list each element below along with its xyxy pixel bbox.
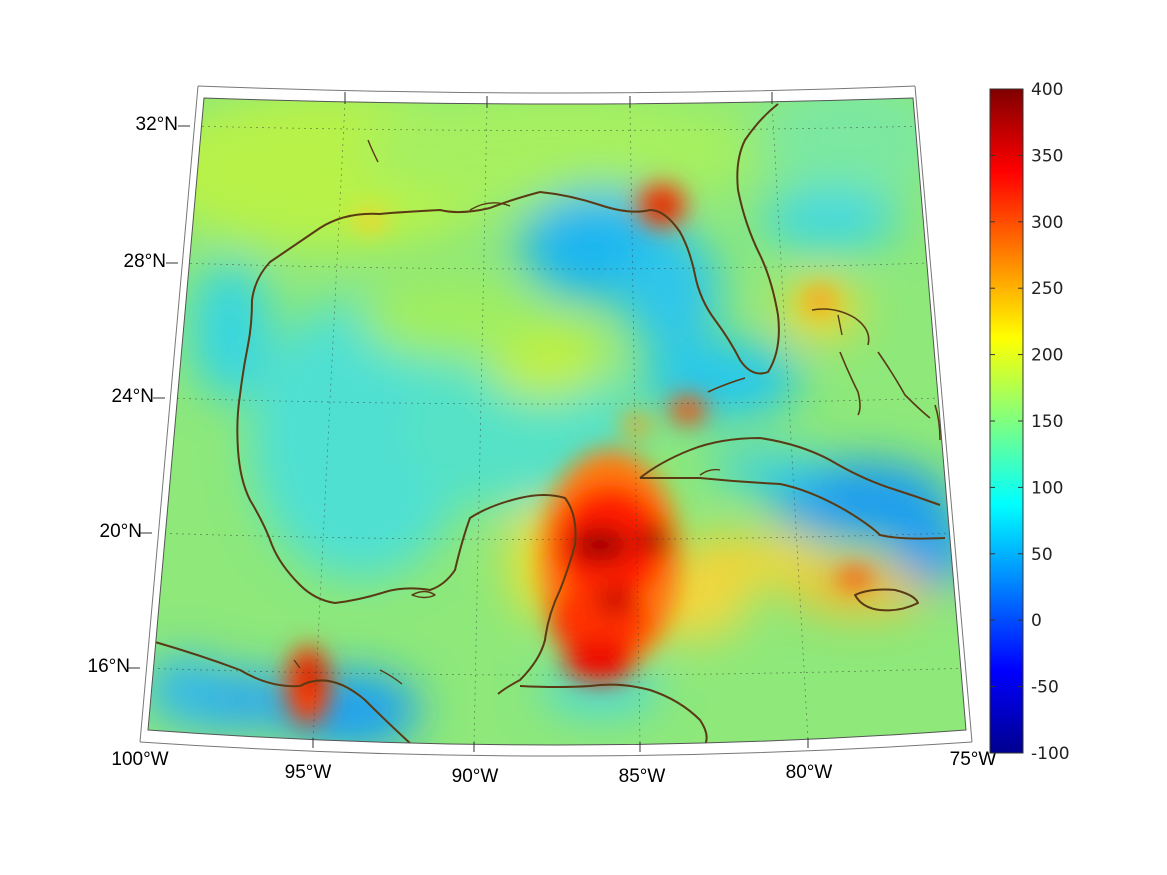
coastlines	[154, 103, 946, 745]
colorbar-tick-label: 400	[1031, 80, 1063, 100]
colorbar-tick-label: -50	[1031, 678, 1059, 698]
lat-label-24: 24°N	[112, 386, 154, 407]
lon-label-95w: 95°W	[285, 762, 332, 783]
colorbar: 400 350 300 250 200 150 100 50 0 -50 -100	[989, 80, 1070, 764]
colorbar-tick-label: 250	[1031, 279, 1063, 299]
lat-label-32: 32°N	[136, 114, 178, 135]
colorbar-tick-label: 150	[1031, 412, 1063, 432]
colorbar-tick-label: 50	[1031, 545, 1053, 565]
lon-label-85w: 85°W	[619, 766, 666, 787]
lon-label-80w: 80°W	[786, 762, 833, 783]
lon-label-75w: 75°W	[950, 749, 997, 770]
map-frame	[147, 97, 967, 746]
colorbar-tick-label: 300	[1031, 213, 1063, 233]
colorbar-tick-label: 100	[1031, 478, 1063, 498]
frame-bottom-edge	[139, 741, 973, 757]
lon-label-90w: 90°W	[452, 766, 499, 787]
lat-label-20: 20°N	[100, 521, 142, 542]
frame-right-edge	[914, 85, 973, 743]
colorbar-tick-label: -100	[1031, 744, 1070, 764]
graticule	[148, 101, 966, 745]
lat-label-28: 28°N	[124, 251, 166, 272]
lon-label-100w: 100°W	[111, 749, 168, 770]
colorbar-tick-label: 350	[1031, 146, 1063, 166]
longitude-axis: 100°W 95°W 90°W 85°W 80°W 75°W	[111, 92, 996, 787]
frame-top-edge	[197, 85, 916, 94]
colorbar-tick-label: 200	[1031, 346, 1063, 366]
latitude-axis: 32°N 28°N 24°N 20°N 16°N	[88, 114, 190, 677]
colorbar-tick-label: 0	[1031, 611, 1042, 631]
frame-left-edge	[139, 85, 199, 743]
lat-label-16: 16°N	[88, 656, 130, 677]
map-panel: 32°N 28°N 24°N 20°N 16°N 100°W 95°W 90°W…	[88, 85, 996, 787]
colorbar-ticks: 400 350 300 250 200 150 100 50 0 -50 -100	[990, 80, 1070, 764]
